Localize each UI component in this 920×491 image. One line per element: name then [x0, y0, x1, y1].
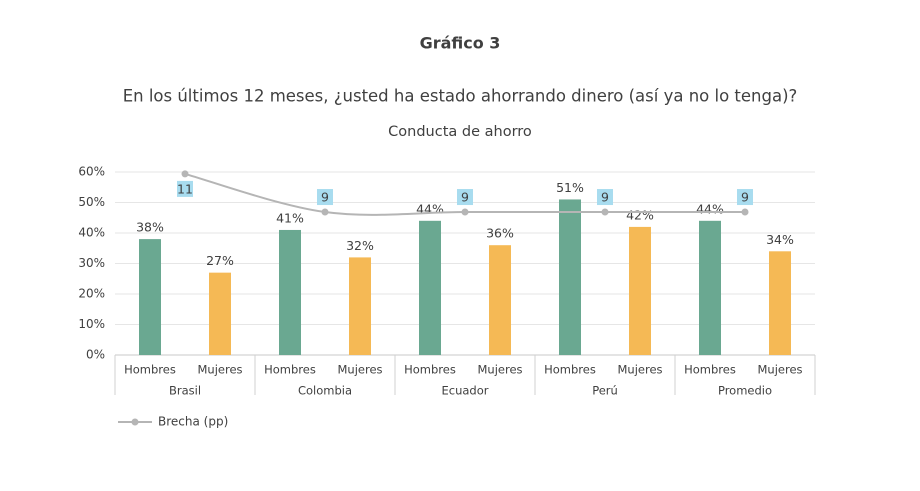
x-group-label: Promedio — [718, 384, 772, 398]
x-tick-label: Hombres — [684, 363, 736, 377]
line-point — [321, 208, 329, 216]
x-group-label: Colombia — [298, 384, 352, 398]
bar — [279, 229, 301, 355]
value-label: 27% — [206, 253, 234, 268]
x-tick-label: Mujeres — [757, 363, 802, 377]
bar — [629, 226, 651, 355]
legend-point — [131, 418, 139, 426]
x-tick-label: Mujeres — [337, 363, 382, 377]
line-label-box — [457, 189, 473, 206]
value-label: 38% — [136, 220, 164, 235]
line-label: 9 — [321, 190, 329, 205]
legend-label: Brecha (pp) — [158, 415, 228, 429]
line-point — [181, 170, 189, 178]
y-tick-label: 10% — [78, 317, 105, 331]
value-label: 42% — [626, 207, 654, 222]
line-label-box — [177, 180, 193, 197]
line-point — [461, 208, 469, 216]
line-label: 9 — [601, 190, 609, 205]
line-label: 11 — [177, 181, 193, 196]
value-label: 44% — [696, 201, 724, 216]
bar — [209, 272, 231, 355]
x-group-label: Ecuador — [442, 384, 489, 398]
bar — [559, 199, 581, 355]
x-tick-label: Hombres — [264, 363, 316, 377]
bar — [489, 245, 511, 355]
y-tick-label: 40% — [78, 226, 105, 240]
y-tick-label: 60% — [78, 165, 105, 179]
x-tick-label: Mujeres — [617, 363, 662, 377]
y-tick-label: 20% — [78, 287, 105, 301]
x-tick-label: Hombres — [404, 363, 456, 377]
bar — [769, 251, 791, 355]
value-label: 51% — [556, 180, 584, 195]
value-label: 36% — [486, 226, 514, 241]
y-tick-label: 50% — [78, 195, 105, 209]
x-tick-label: Mujeres — [197, 363, 242, 377]
y-tick-label: 0% — [86, 348, 105, 362]
chart-label: Gráfico 3 — [420, 34, 501, 53]
line-label-box — [737, 189, 753, 206]
x-tick-label: Hombres — [124, 363, 176, 377]
y-tick-label: 30% — [78, 256, 105, 270]
bar — [139, 239, 161, 355]
line-label-box — [597, 189, 613, 206]
x-group-label: Perú — [592, 384, 618, 398]
x-tick-label: Mujeres — [477, 363, 522, 377]
value-label: 34% — [766, 232, 794, 247]
line-label: 9 — [461, 190, 469, 205]
chart-title: En los últimos 12 meses, ¿usted ha estad… — [123, 87, 798, 106]
x-group-label: Brasil — [169, 384, 201, 398]
line-point — [601, 208, 609, 216]
bar — [349, 257, 371, 355]
chart-subtitle: Conducta de ahorro — [388, 124, 532, 140]
value-label: 32% — [346, 238, 374, 253]
value-label: 41% — [276, 210, 304, 225]
line-label-box — [317, 189, 333, 206]
x-tick-label: Hombres — [544, 363, 596, 377]
bar — [699, 220, 721, 355]
line-point — [741, 208, 749, 216]
bar — [419, 220, 441, 355]
line-label: 9 — [741, 190, 749, 205]
